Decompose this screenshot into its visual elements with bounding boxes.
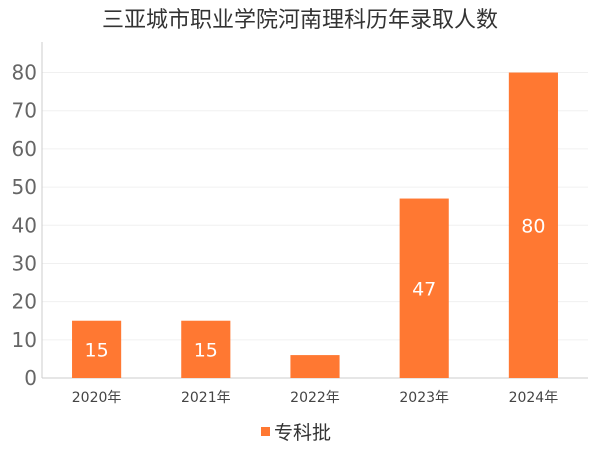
y-tick-label: 10 [12,328,37,352]
y-tick-label: 70 [12,99,37,123]
axes [41,42,588,379]
x-tick-label-1: 2020年 [72,390,122,406]
data-label-2: 15 [194,339,218,361]
bar-3[interactable] [290,355,340,378]
bar-1[interactable] [72,320,122,378]
x-tick-labels: 2020年 2021年 2022年 2023年 2024年 [72,390,558,406]
legend-swatch[interactable] [261,427,270,436]
grid-lines [42,72,588,341]
data-label-5: 80 [521,215,545,237]
y-tick-label: 80 [12,61,37,85]
legend-label[interactable]: 专科批 [274,422,331,444]
y-tick-label: 20 [12,290,37,314]
y-tick-label: 60 [12,137,37,161]
x-tick-label-3: 2022年 [290,390,340,406]
x-tick-label-4: 2023年 [399,390,449,406]
data-label-4: 47 [412,278,436,300]
y-tick-label: 50 [12,175,37,199]
y-tick-label: 30 [12,251,37,275]
chart-title: 三亚城市职业学院河南理科历年录取人数 [102,8,498,33]
x-tick-label-2: 2021年 [181,390,231,406]
bar-4[interactable] [399,198,449,378]
data-labels: 15 15 47 80 [85,215,546,361]
y-tick-label: 40 [12,213,37,237]
legend[interactable]: 专科批 [261,422,331,444]
bar-2[interactable] [181,320,231,378]
data-label-1: 15 [85,339,109,361]
bar-5[interactable] [508,72,558,378]
x-tick-label-5: 2024年 [509,390,559,406]
bars [72,72,558,378]
y-tick-labels: 0 10 20 30 40 50 60 70 80 [12,61,37,390]
y-tick-label: 0 [24,366,37,390]
